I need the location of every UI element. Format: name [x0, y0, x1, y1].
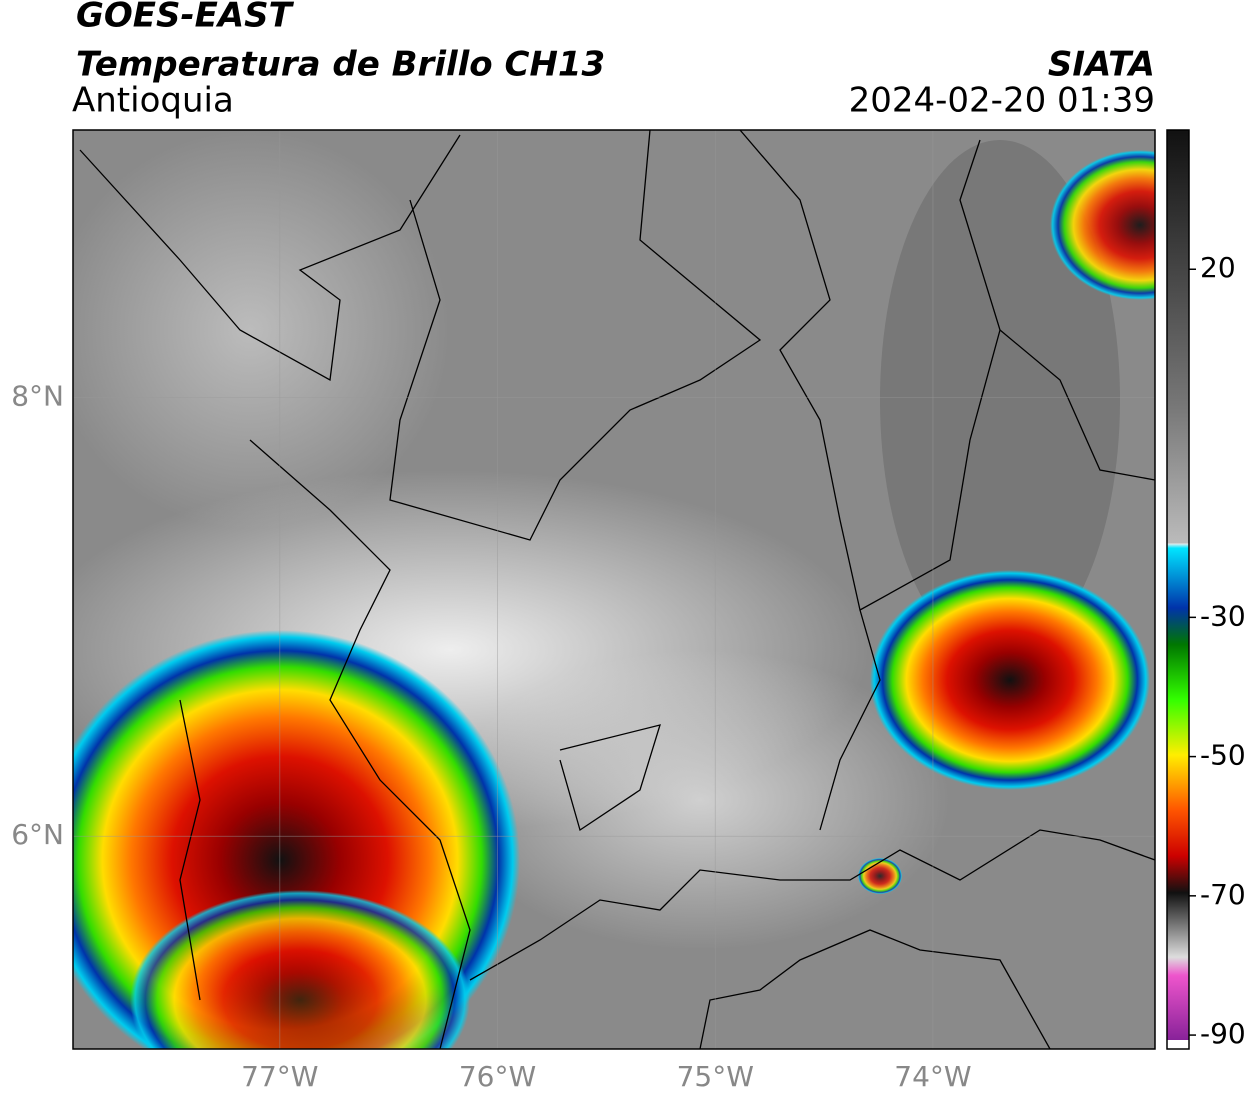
colorbar-tick-label: 20	[1200, 251, 1236, 284]
region: Antioquia	[72, 81, 234, 121]
x-tick-label: 76°W	[459, 1060, 536, 1093]
map-frame	[72, 129, 1156, 1050]
colorbar	[1166, 129, 1190, 1050]
colorbar-tick-label: -50	[1200, 739, 1246, 772]
y-tick-label: 8°N	[11, 380, 64, 413]
source: SIATA	[1048, 45, 1155, 85]
borders	[79, 130, 1155, 1049]
subtitle: Temperatura de Brillo CH13	[76, 45, 605, 85]
satellite-image	[73, 130, 1155, 1049]
datetime: 2024-02-20 01:39	[849, 81, 1155, 121]
colorbar-tick-label: -70	[1200, 878, 1246, 911]
x-tick-label: 77°W	[241, 1060, 318, 1093]
y-tick-label: 6°N	[11, 818, 64, 851]
x-tick-label: 75°W	[677, 1060, 754, 1093]
colorbar-tick-label: -90	[1200, 1017, 1246, 1050]
x-tick-label: 74°W	[894, 1060, 971, 1093]
title: GOES-EAST	[76, 0, 295, 36]
colorbar-tick-label: -30	[1200, 599, 1246, 632]
